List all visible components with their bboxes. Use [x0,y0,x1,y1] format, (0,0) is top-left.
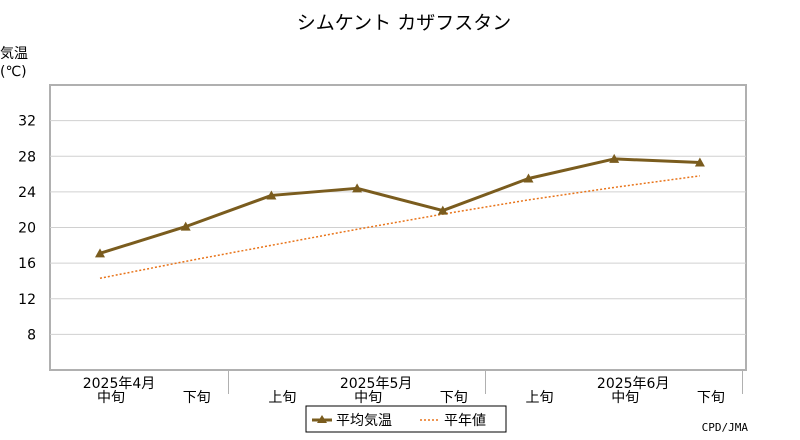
legend: 平均気温 平年値 [305,405,507,433]
x-tick-label: 下旬 [183,390,211,406]
gridlines [50,120,746,335]
legend-marker-triangle [317,415,327,423]
y-tick-label: 8 [27,327,36,343]
x-tick-label: 中旬 [354,390,382,406]
y-axis-label: 気温 [0,46,28,62]
x-tick-label: 上旬 [268,390,296,406]
series-line-normal [99,175,701,280]
y-tick-label: 20 [18,221,36,237]
series-layer [95,153,705,280]
x-tick-label: 上旬 [526,390,554,406]
x-tick-label: 中旬 [97,390,125,406]
y-axis-unit: (℃) [0,64,27,80]
data-point [180,221,191,231]
legend-label-normal: 平年値 [444,413,486,429]
chart-title: シムケント カザフスタン [297,12,511,34]
y-tick-labels: 8 12 16 20 24 28 32 [18,114,36,344]
legend-label-avg: 平均気温 [336,413,392,429]
x-axis: 中旬 下旬 上旬 中旬 下旬 上旬 中旬 下旬 2025年4月 2025年5月 2025年6月 [83,370,743,406]
data-point [523,173,534,183]
data-point [609,153,620,163]
x-tick-label: 下旬 [440,390,468,406]
y-tick-label: 28 [18,149,36,165]
y-tick-label: 12 [18,292,36,308]
x-tick-label: 下旬 [697,390,725,406]
x-tick-label: 中旬 [611,390,639,406]
x-month-label: 2025年6月 [597,376,670,392]
y-tick-label: 16 [18,256,36,272]
data-point [694,157,705,167]
data-point [437,205,448,215]
x-month-label: 2025年4月 [83,376,156,392]
source-credit: CPD/JMA [702,421,749,434]
x-month-label: 2025年5月 [340,376,413,392]
y-tick-label: 32 [18,114,36,130]
data-point [352,183,363,193]
y-tick-label: 24 [18,185,36,201]
data-point [266,190,277,200]
legend-box [305,405,507,433]
series-line-avg [99,157,700,255]
data-point [95,248,105,258]
